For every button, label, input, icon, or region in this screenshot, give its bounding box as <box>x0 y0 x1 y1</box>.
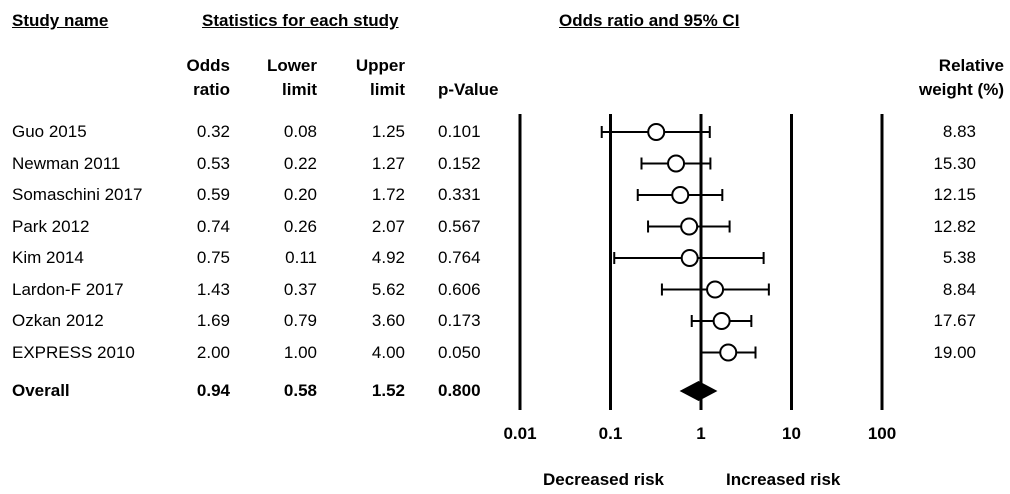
point-estimate-marker <box>706 280 725 299</box>
study-name-header: Study name <box>12 11 109 30</box>
x-tick-label: 1 <box>696 424 706 443</box>
p-value: 0.331 <box>438 185 481 204</box>
relative-weight-header-line1: Relative <box>938 56 1004 75</box>
study-name: Ozkan 2012 <box>12 311 104 330</box>
odds-ratio-value: 0.75 <box>196 248 230 267</box>
study-name: Somaschini 2017 <box>12 185 143 204</box>
point-estimate-marker <box>647 123 666 141</box>
odds-ratio-value: 0.53 <box>196 153 230 173</box>
relative-weight-value: 8.83 <box>942 122 976 141</box>
decreased-risk-label: Decreased risk <box>543 470 664 489</box>
lower-limit-value: 0.11 <box>285 248 317 267</box>
odds-ratio-value: 1.69 <box>196 311 230 330</box>
lower-limit-value: 0.37 <box>283 279 317 299</box>
lower-limit-header-line1: Lower <box>266 56 317 75</box>
plot-title: Odds ratio and 95% CI <box>559 11 740 30</box>
x-tick-label: 0.01 <box>503 424 537 443</box>
overall-p-value: 0.800 <box>438 381 481 400</box>
point-estimate-marker <box>667 154 686 173</box>
upper-limit-value: 4.00 <box>371 342 405 362</box>
study-name: EXPRESS 2010 <box>12 342 135 362</box>
x-tick-label: 0.1 <box>598 424 623 443</box>
p-value: 0.173 <box>438 311 481 330</box>
upper-limit-value: 3.60 <box>371 311 405 330</box>
point-estimate-marker <box>680 217 699 236</box>
lower-limit-value: 0.20 <box>283 185 317 204</box>
p-value: 0.567 <box>438 216 481 236</box>
study-name: Park 2012 <box>12 216 90 236</box>
p-value: 0.050 <box>438 342 481 362</box>
odds-ratio-value: 2.00 <box>196 342 230 362</box>
upper-limit-value: 1.27 <box>371 153 405 173</box>
p-value: 0.101 <box>438 122 481 141</box>
overall-diamond <box>679 381 718 401</box>
odds-ratio-value: 1.43 <box>196 279 230 299</box>
study-name: Guo 2015 <box>12 122 87 141</box>
odds-ratio-value: 0.74 <box>196 216 230 236</box>
p-value: 0.606 <box>438 279 481 299</box>
odds-ratio-header-line2: ratio <box>193 80 230 99</box>
point-estimate-marker <box>712 312 731 330</box>
relative-weight-value: 17.67 <box>933 311 976 330</box>
lower-limit-value: 0.22 <box>283 153 317 173</box>
lower-limit-value: 0.26 <box>283 216 317 236</box>
lower-limit-value: 0.79 <box>283 311 317 330</box>
upper-limit-value: 5.62 <box>371 279 405 299</box>
p-value: 0.764 <box>438 248 481 267</box>
point-estimate-marker <box>680 249 699 267</box>
relative-weight-value: 19.00 <box>933 342 976 362</box>
point-estimate-marker <box>719 343 738 362</box>
x-tick-label: 100 <box>867 424 897 443</box>
upper-limit-value: 2.07 <box>371 216 405 236</box>
overall-lower-limit: 0.58 <box>283 381 317 400</box>
relative-weight-value: 12.82 <box>933 216 976 236</box>
relative-weight-value: 12.15 <box>933 185 976 204</box>
upper-limit-header-line2: limit <box>370 80 405 99</box>
odds-ratio-value: 0.32 <box>196 122 230 141</box>
relative-weight-header-line2: weight (%) <box>919 80 1004 99</box>
p-value: 0.152 <box>438 153 481 173</box>
increased-risk-label: Increased risk <box>726 470 841 489</box>
relative-weight-value: 15.30 <box>933 153 976 173</box>
odds-ratio-header-line1: Odds <box>186 56 230 75</box>
study-name: Lardon-F 2017 <box>12 279 124 299</box>
lower-limit-value: 0.08 <box>283 122 317 141</box>
statistics-group-header: Statistics for each study <box>202 11 399 30</box>
p-value-header: p-Value <box>438 80 499 99</box>
overall-upper-limit: 1.52 <box>371 381 405 400</box>
lower-limit-value: 1.00 <box>283 342 317 362</box>
overall-name: Overall <box>12 381 70 400</box>
upper-limit-value: 1.72 <box>371 185 405 204</box>
study-name: Newman 2011 <box>12 153 121 173</box>
lower-limit-header-line2: limit <box>282 80 317 99</box>
upper-limit-value: 1.25 <box>371 122 405 141</box>
relative-weight-value: 8.84 <box>942 279 976 299</box>
upper-limit-value: 4.92 <box>371 248 405 267</box>
study-name: Kim 2014 <box>12 248 84 267</box>
relative-weight-value: 5.38 <box>942 248 976 267</box>
point-estimate-marker <box>671 186 690 204</box>
overall-odds-ratio: 0.94 <box>196 381 230 400</box>
x-tick-label: 10 <box>782 424 801 443</box>
odds-ratio-value: 0.59 <box>196 185 230 204</box>
upper-limit-header-line1: Upper <box>355 56 405 75</box>
